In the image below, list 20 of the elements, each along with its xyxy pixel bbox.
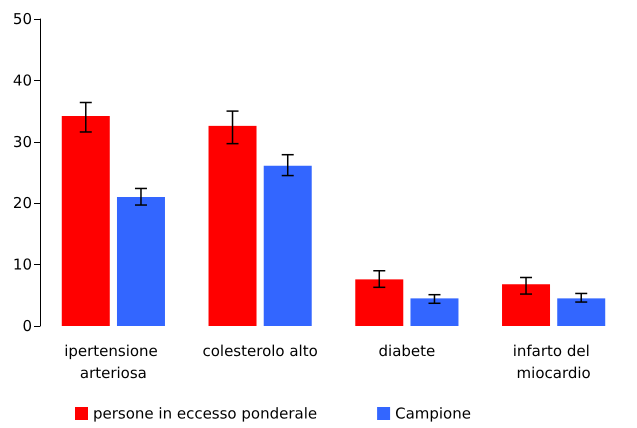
bar: [355, 279, 404, 326]
bar: [502, 284, 550, 326]
y-tick-label: 50: [12, 10, 32, 28]
y-tick-label: 0: [22, 317, 32, 335]
bar: [208, 126, 257, 326]
bar: [557, 298, 606, 326]
x-tick-label: ipertensione arteriosa: [64, 342, 163, 382]
bar: [62, 116, 110, 326]
x-tick-label: infarto del miocardio: [512, 342, 595, 382]
bar: [116, 197, 165, 326]
bar: [410, 298, 458, 326]
legend-label: persone in eccesso ponderale: [93, 404, 318, 422]
x-tick-label: diabete: [378, 342, 436, 360]
legend-label: Campione: [395, 404, 471, 422]
bar: [264, 166, 312, 326]
x-tick-label: colesterolo alto: [202, 342, 318, 360]
y-tick-label: 20: [12, 194, 32, 212]
y-tick-label: 40: [12, 71, 32, 90]
y-tick-label: 30: [12, 132, 32, 151]
y-tick-label: 10: [12, 256, 32, 274]
